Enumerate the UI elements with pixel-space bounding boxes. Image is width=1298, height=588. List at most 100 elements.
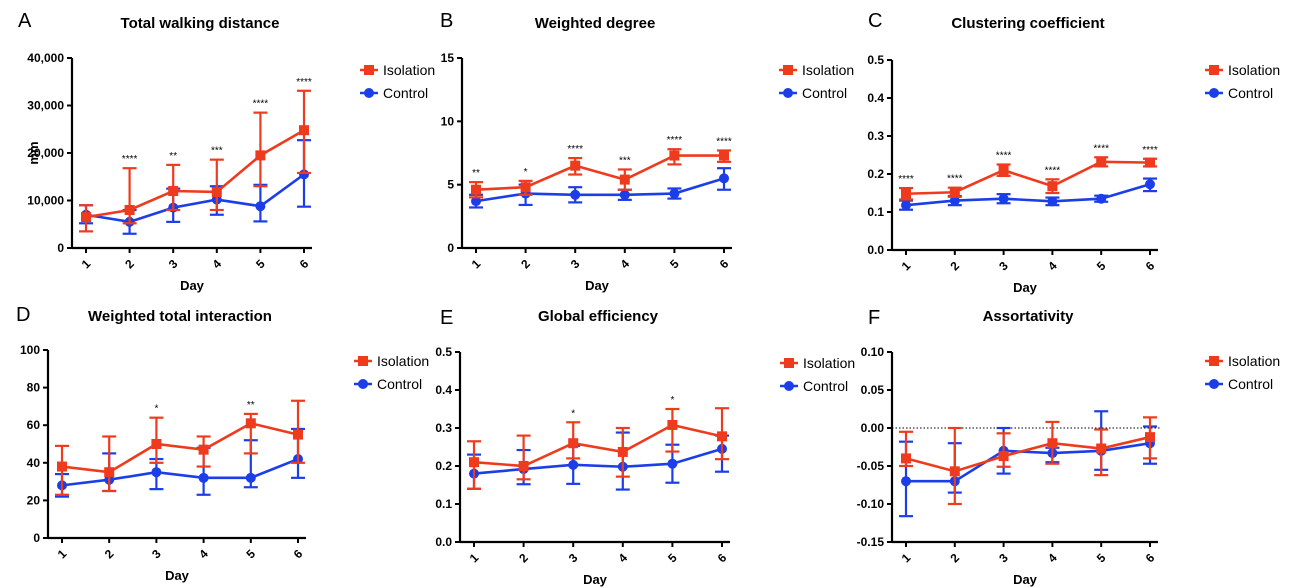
significance-label: *** bbox=[619, 155, 631, 166]
data-point bbox=[617, 446, 628, 457]
data-point bbox=[949, 466, 960, 477]
x-tick-label: 3 bbox=[568, 256, 583, 271]
legend: Isolation Control bbox=[360, 62, 435, 101]
legend-label: Control bbox=[803, 378, 848, 394]
data-point bbox=[619, 189, 630, 200]
significance-label: **** bbox=[947, 174, 963, 185]
y-tick-label: 5 bbox=[447, 178, 454, 192]
legend: Isolation Control bbox=[1205, 62, 1280, 101]
x-tick-label: 6 bbox=[1143, 550, 1158, 565]
data-point bbox=[949, 195, 960, 206]
x-tick-label: 4 bbox=[615, 550, 630, 565]
x-tick-label: 1 bbox=[467, 550, 482, 565]
data-point bbox=[124, 205, 135, 215]
x-tick-label: 4 bbox=[196, 546, 211, 561]
y-tick-label: 0.5 bbox=[435, 345, 452, 359]
series-line bbox=[906, 441, 1151, 483]
data-point bbox=[520, 182, 531, 193]
chart-title: Weighted total interaction bbox=[88, 308, 272, 325]
x-tick-label: 2 bbox=[518, 256, 533, 271]
data-point bbox=[719, 173, 729, 184]
y-tick-label: 0.1 bbox=[867, 205, 884, 219]
y-tick-label: 15 bbox=[441, 51, 455, 65]
legend-label: Isolation bbox=[802, 62, 854, 78]
panel-letter: B bbox=[440, 10, 453, 32]
series-isolation bbox=[55, 399, 305, 496]
series-control bbox=[55, 427, 305, 498]
x-axis-title: Day bbox=[583, 572, 608, 587]
data-point bbox=[717, 431, 727, 442]
y-axis-title: mm bbox=[26, 141, 41, 164]
data-point bbox=[198, 444, 209, 455]
significance-label: ** bbox=[169, 151, 177, 162]
panel-letter: A bbox=[18, 10, 32, 32]
data-point bbox=[299, 125, 309, 136]
y-tick-label: 10,000 bbox=[27, 194, 64, 208]
chart-title: Global efficiency bbox=[538, 308, 659, 325]
legend-marker bbox=[364, 65, 374, 75]
data-point bbox=[211, 186, 222, 197]
significance-label: * bbox=[571, 408, 575, 419]
panel-d: D Weighted total interaction 0 20 40 60 80 100 1… bbox=[16, 304, 429, 583]
y-tick-label: 20,000 bbox=[27, 146, 64, 160]
y-tick-label: -0.10 bbox=[857, 497, 885, 511]
significance-label: ** bbox=[472, 168, 480, 179]
data-point bbox=[57, 461, 67, 472]
x-tick-label: 1 bbox=[899, 550, 914, 565]
x-tick-label: 5 bbox=[667, 256, 682, 271]
data-point bbox=[255, 150, 266, 161]
y-tick-label: 0 bbox=[57, 241, 64, 255]
legend-marker bbox=[783, 88, 793, 98]
x-tick-label: 3 bbox=[566, 550, 581, 565]
y-tick-label: 40,000 bbox=[27, 51, 64, 65]
x-axis-title: Day bbox=[165, 568, 190, 583]
y-tick-label: 0.0 bbox=[435, 535, 452, 549]
y-tick-label: 0 bbox=[33, 531, 40, 545]
significance-label: **** bbox=[122, 154, 138, 165]
series-control bbox=[79, 139, 311, 235]
data-point bbox=[568, 438, 579, 449]
y-tick-label: 0.3 bbox=[867, 129, 884, 143]
panel-letter: E bbox=[440, 307, 453, 329]
data-point bbox=[1096, 193, 1107, 204]
x-tick-label: 3 bbox=[166, 256, 181, 271]
data-point bbox=[245, 418, 256, 429]
y-tick-label: 0.0 bbox=[867, 243, 884, 257]
data-point bbox=[949, 187, 960, 198]
legend-marker bbox=[1209, 379, 1219, 389]
legend: Isolation Control bbox=[354, 353, 429, 392]
data-point bbox=[719, 150, 729, 161]
data-point bbox=[1145, 179, 1155, 190]
data-point bbox=[1096, 156, 1107, 167]
x-tick-label: 2 bbox=[947, 258, 962, 273]
significance-label: **** bbox=[253, 99, 269, 110]
legend-marker bbox=[784, 358, 794, 368]
y-tick-label: 0.2 bbox=[435, 459, 452, 473]
x-tick-label: 6 bbox=[297, 256, 312, 271]
x-tick-label: 5 bbox=[1094, 258, 1109, 273]
data-point bbox=[471, 184, 481, 195]
data-point bbox=[998, 165, 1009, 176]
y-tick-label: 60 bbox=[27, 418, 41, 432]
panel-f: F Assortativity -0.15 -0.10 -0.05 0.00 0.05 0.1… bbox=[857, 307, 1281, 587]
x-tick-label: 3 bbox=[996, 550, 1011, 565]
data-point bbox=[469, 457, 479, 468]
y-tick-label: 10 bbox=[441, 114, 455, 128]
x-tick-label: 6 bbox=[291, 546, 306, 561]
y-tick-label: 0.4 bbox=[435, 383, 452, 397]
series-isolation bbox=[899, 156, 1157, 201]
x-tick-label: 4 bbox=[1045, 258, 1060, 273]
data-point bbox=[151, 467, 162, 478]
x-tick-label: 4 bbox=[1045, 550, 1060, 565]
series-control bbox=[467, 431, 729, 491]
significance-label: *** bbox=[211, 146, 223, 157]
significance-label: **** bbox=[667, 135, 683, 146]
x-tick-label: 1 bbox=[55, 546, 70, 561]
data-point bbox=[1145, 432, 1155, 443]
data-point bbox=[518, 461, 529, 471]
x-axis-title: Day bbox=[1013, 572, 1038, 587]
data-point bbox=[570, 160, 581, 171]
x-tick-label: 5 bbox=[243, 546, 258, 561]
legend-label: Isolation bbox=[383, 62, 435, 78]
series-line bbox=[475, 177, 725, 203]
